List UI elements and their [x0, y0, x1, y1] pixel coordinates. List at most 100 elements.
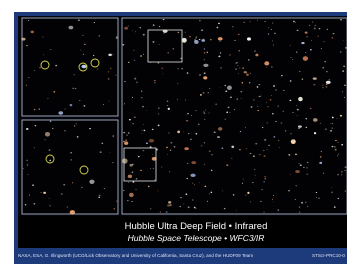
galaxy	[295, 153, 297, 155]
galaxy	[185, 100, 186, 101]
galaxy	[326, 84, 328, 85]
galaxy	[50, 121, 51, 122]
galaxy	[160, 211, 161, 212]
galaxy	[320, 156, 322, 158]
galaxy	[326, 86, 328, 87]
galaxy	[101, 143, 103, 144]
galaxy	[279, 147, 280, 148]
galaxy	[183, 131, 184, 132]
galaxy	[61, 193, 62, 194]
galaxy	[108, 54, 112, 56]
galaxy	[338, 142, 339, 143]
galaxy	[207, 52, 208, 53]
galaxy	[97, 69, 98, 70]
galaxy	[295, 22, 296, 23]
galaxy	[100, 151, 102, 153]
galaxy	[331, 127, 333, 128]
galaxy	[214, 131, 216, 133]
galaxy	[341, 171, 343, 172]
galaxy	[183, 204, 184, 205]
galaxy	[68, 26, 73, 30]
galaxy	[72, 88, 73, 89]
galaxy	[342, 92, 343, 93]
galaxy	[275, 121, 276, 122]
galaxy	[290, 133, 292, 134]
galaxy	[146, 142, 148, 144]
galaxy	[170, 150, 171, 151]
galaxy	[306, 167, 307, 168]
galaxy	[53, 91, 55, 93]
caption-subtitle: Hubble Space Telescope • WFC3/IR	[128, 233, 265, 243]
galaxy	[204, 143, 205, 144]
galaxy	[136, 82, 137, 83]
galaxy	[194, 184, 195, 185]
galaxy	[132, 30, 133, 31]
galaxy	[242, 82, 244, 83]
galaxy	[324, 42, 325, 43]
galaxy	[185, 193, 187, 195]
galaxy	[177, 131, 180, 134]
galaxy	[252, 182, 254, 183]
galaxy	[247, 37, 251, 40]
main-field	[122, 18, 347, 214]
galaxy	[345, 170, 346, 171]
galaxy	[45, 132, 50, 137]
galaxy	[148, 186, 150, 188]
galaxy	[132, 97, 133, 98]
galaxy	[310, 49, 312, 51]
galaxy	[316, 197, 317, 198]
galaxy	[187, 72, 189, 74]
galaxy	[141, 130, 142, 131]
galaxy	[273, 195, 274, 196]
galaxy	[67, 206, 69, 207]
galaxy	[26, 45, 28, 46]
galaxy	[268, 27, 269, 28]
galaxy	[293, 21, 295, 23]
galaxy	[98, 196, 100, 198]
galaxy	[240, 131, 241, 132]
galaxy	[291, 139, 296, 144]
galaxy	[204, 186, 206, 187]
galaxy	[203, 76, 207, 79]
galaxy	[71, 159, 72, 160]
galaxy	[320, 123, 321, 124]
inset-top	[22, 18, 118, 116]
galaxy	[99, 35, 100, 36]
galaxy	[152, 154, 153, 155]
galaxy	[208, 92, 209, 93]
galaxy	[123, 190, 125, 191]
galaxy	[34, 147, 35, 148]
galaxy	[128, 132, 130, 133]
galaxy	[48, 198, 49, 199]
galaxy	[70, 152, 72, 153]
panels	[22, 18, 347, 214]
galaxy	[84, 44, 86, 45]
galaxy	[274, 136, 276, 138]
galaxy	[345, 190, 346, 191]
galaxy	[267, 149, 268, 150]
galaxy	[178, 68, 179, 69]
galaxy	[299, 71, 300, 72]
galaxy	[246, 148, 247, 149]
galaxy	[329, 79, 330, 80]
galaxy	[190, 174, 195, 177]
galaxy	[233, 194, 235, 195]
galaxy	[124, 103, 125, 104]
galaxy	[255, 54, 258, 57]
galaxy	[238, 65, 239, 66]
galaxy	[305, 32, 308, 34]
galaxy	[257, 110, 259, 111]
galaxy	[146, 110, 147, 111]
galaxy	[192, 199, 194, 200]
galaxy	[164, 32, 165, 33]
galaxy	[204, 119, 205, 120]
galaxy	[341, 175, 342, 176]
galaxy	[178, 32, 180, 33]
galaxy	[72, 182, 73, 183]
galaxy	[290, 174, 291, 175]
galaxy	[58, 111, 63, 114]
galaxy	[224, 208, 226, 209]
galaxy	[153, 168, 154, 169]
galaxy	[325, 129, 327, 130]
galaxy	[135, 189, 136, 190]
